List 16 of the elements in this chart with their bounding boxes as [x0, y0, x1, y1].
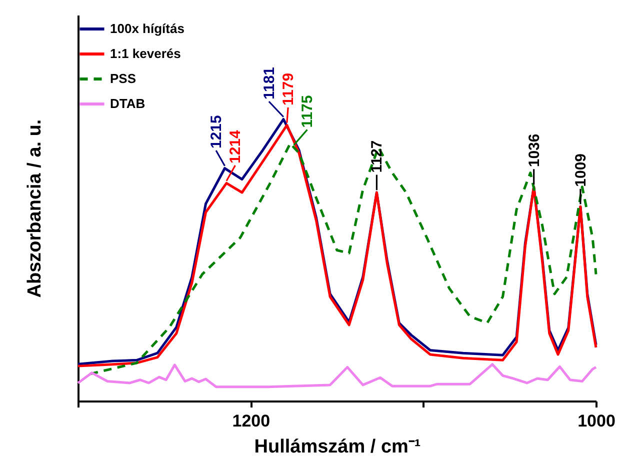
annotation: 1175	[299, 95, 316, 128]
legend-label: DTAB	[110, 96, 146, 111]
annotation: 1181	[260, 66, 278, 100]
annotation: 1127	[368, 140, 386, 173]
annotation: 1179	[280, 72, 298, 106]
annotation: 1215	[208, 115, 226, 149]
x-axis-title: Hullámszám / cm⁻¹	[254, 436, 421, 458]
annotation: 1214	[227, 129, 244, 164]
annotation: 1036	[526, 134, 543, 168]
legend-label: 1:1 keverés	[110, 46, 181, 61]
x-tick-label: 1000	[578, 412, 616, 430]
legend-label: PSS	[110, 71, 136, 86]
annotation: 1009	[572, 153, 590, 187]
x-tick-label: 1200	[232, 412, 270, 430]
y-axis-title: Abszorbancia / a. u.	[24, 119, 46, 298]
legend-label: 100x hígítás	[110, 21, 184, 36]
